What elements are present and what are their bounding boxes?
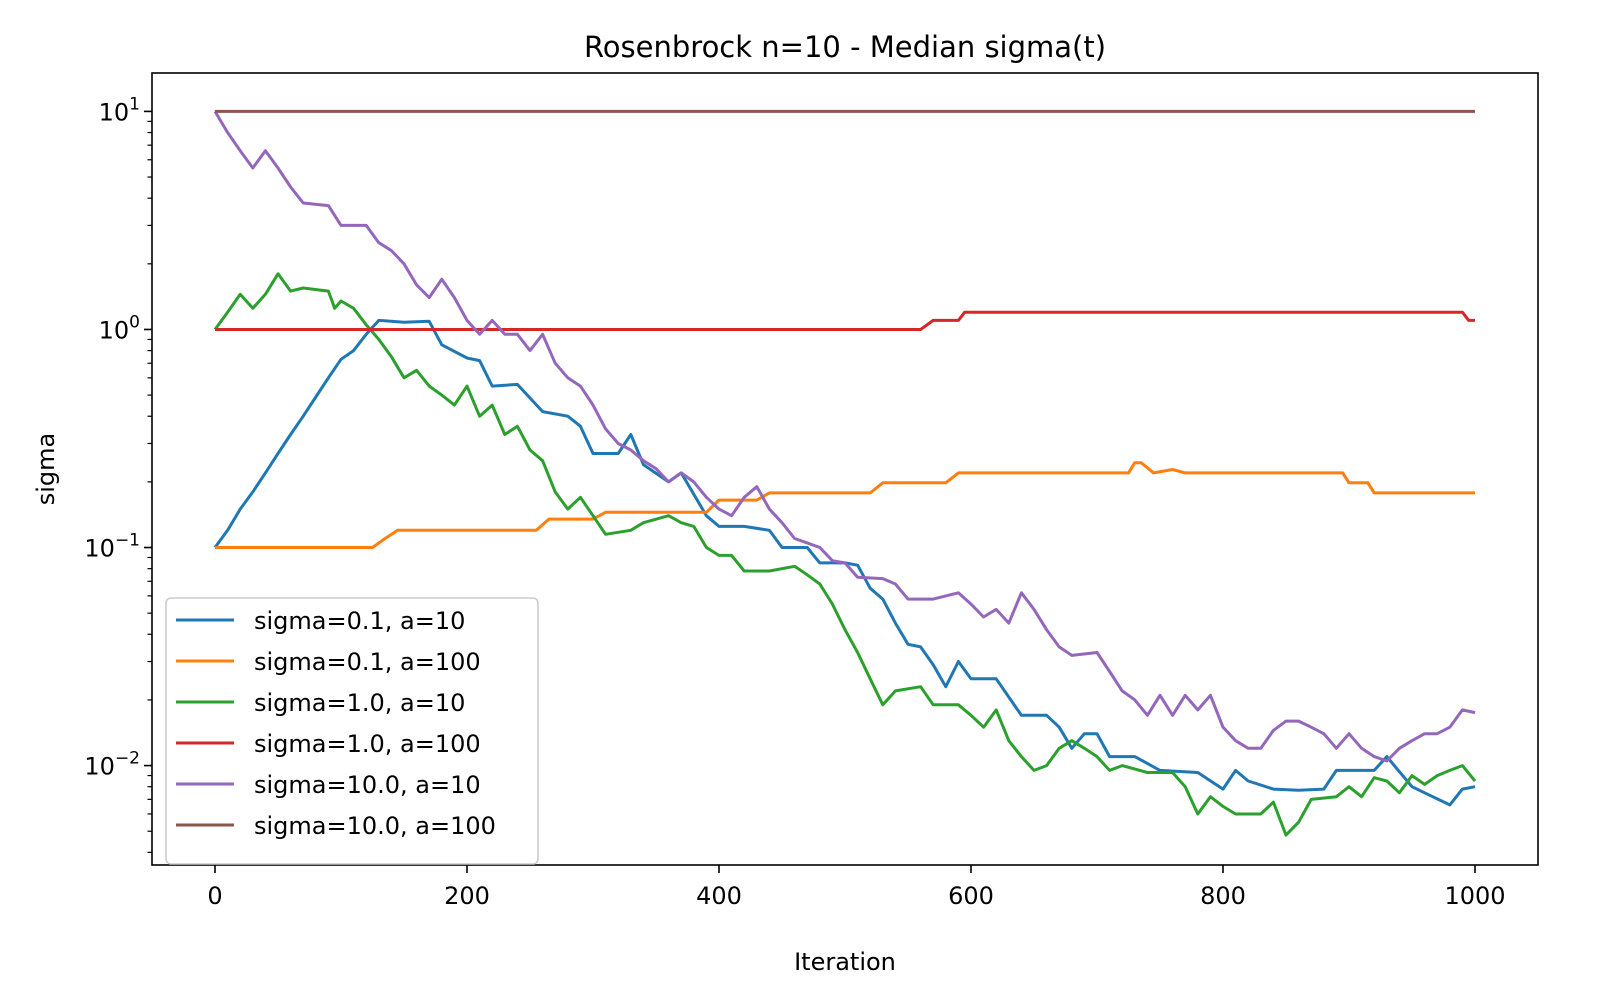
- y-tick-label: 101: [99, 94, 140, 126]
- legend-label-3: sigma=1.0, a=10: [254, 689, 465, 717]
- x-axis-label: Iteration: [794, 948, 896, 976]
- x-tick-label: 800: [1200, 882, 1246, 910]
- legend-label-1: sigma=0.1, a=10: [254, 607, 465, 635]
- x-tick-label: 400: [696, 882, 742, 910]
- chart-title: Rosenbrock n=10 - Median sigma(t): [584, 30, 1106, 64]
- series-line-1: [213, 318, 1476, 807]
- y-tick-label: 10−2: [84, 749, 140, 781]
- x-tick-label: 0: [207, 882, 222, 910]
- series-line-5: [213, 110, 1476, 763]
- series-line-4: [215, 310, 1475, 331]
- x-tick-label: 200: [444, 882, 490, 910]
- y-axis-ticks: 101 100 10−1 10−2: [84, 94, 152, 853]
- y-tick-label: 10−1: [84, 531, 140, 563]
- x-axis-ticks: 0 200 400 600 800 1000: [207, 865, 1506, 910]
- series-line-2: [215, 461, 1475, 549]
- x-tick-label: 1000: [1444, 882, 1505, 910]
- legend-label-4: sigma=1.0, a=100: [254, 730, 481, 758]
- legend-label-6: sigma=10.0, a=100: [254, 812, 496, 840]
- series-line-3: [213, 272, 1477, 837]
- y-axis-label: sigma: [32, 433, 60, 506]
- y-tick-label: 100: [99, 312, 140, 344]
- legend-label-5: sigma=10.0, a=10: [254, 771, 481, 799]
- plot-frame: [151, 72, 1539, 866]
- legend-box: [165, 597, 539, 865]
- legend-label-2: sigma=0.1, a=100: [254, 648, 481, 676]
- series-lines: [213, 109, 1477, 837]
- x-tick-label: 600: [948, 882, 994, 910]
- legend: sigma=0.1, a=10 sigma=0.1, a=100 sigma=1.0…: [165, 597, 539, 865]
